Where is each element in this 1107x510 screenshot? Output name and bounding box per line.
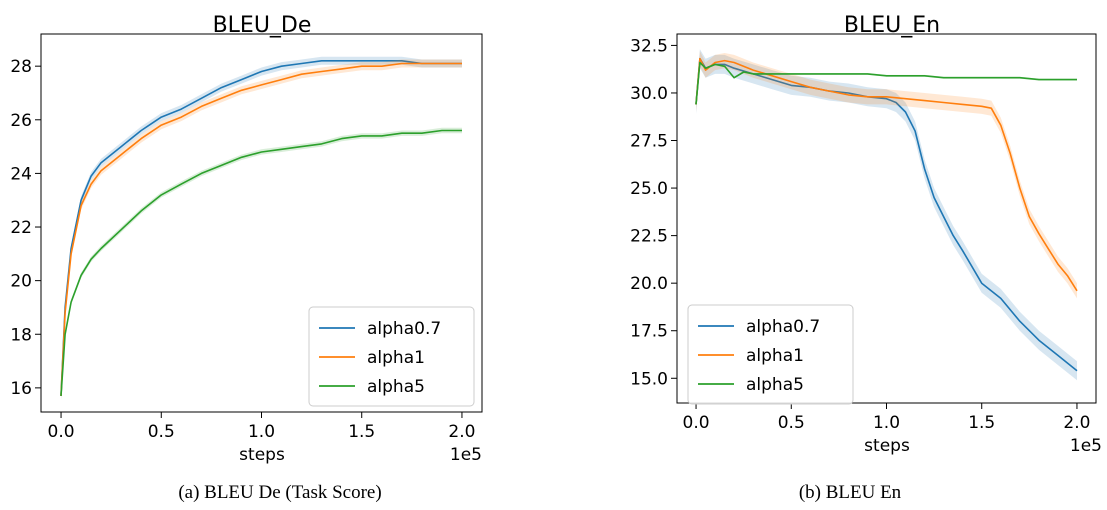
x-tick-label: 1.0 <box>873 413 900 433</box>
y-tick-label: 28 <box>10 57 32 77</box>
x-tick-label: 0.5 <box>148 422 175 442</box>
series-line-alpha5 <box>695 61 1077 105</box>
x-axis-offset-label: 1e5 <box>450 445 482 465</box>
legend-label: alpha5 <box>746 375 804 395</box>
y-tick-label: 18 <box>10 325 32 345</box>
x-tick-label: 0.0 <box>48 422 75 442</box>
y-tick-label: 20.0 <box>630 274 668 294</box>
y-axis: 16 18 20 22 24 26 28 <box>10 57 41 399</box>
y-tick-label: 15.0 <box>630 369 668 389</box>
x-axis: 0.0 0.5 1.0 1.5 2.0 <box>48 412 475 442</box>
y-tick-label: 24 <box>10 164 32 184</box>
x-tick-label: 2.0 <box>448 422 475 442</box>
plot-area <box>60 56 462 400</box>
series-line-alpha0.7 <box>60 59 462 396</box>
x-axis-label: steps <box>864 436 910 456</box>
y-tick-label: 22 <box>10 218 32 238</box>
legend: alpha0.7 alpha1 alpha5 <box>687 304 854 405</box>
y-tick-label: 22.5 <box>630 227 668 247</box>
legend-label: alpha1 <box>367 348 425 368</box>
series-line-alpha0.7 <box>695 57 1078 372</box>
y-tick-label: 30.0 <box>630 84 668 104</box>
x-tick-label: 0.5 <box>778 413 805 433</box>
series-band-alpha1 <box>696 51 1077 299</box>
legend-label: alpha0.7 <box>367 319 441 339</box>
legend-box <box>308 306 475 407</box>
chart-panel-bleu-en: BLEU_En 0.0 0.5 1.0 1.5 2.0 15.017.520.022.5… <box>630 13 1102 456</box>
legend-box <box>687 304 854 405</box>
y-tick-label: 17.5 <box>630 322 668 342</box>
legend: alpha0.7 alpha1 alpha5 <box>308 306 475 407</box>
x-tick-label: 1.5 <box>348 422 375 442</box>
x-axis-offset-label: 1e5 <box>1070 436 1102 456</box>
caption-a: (a) BLEU De (Task Score) <box>178 482 382 503</box>
x-tick-label: 0.0 <box>683 413 710 433</box>
caption-b: (b) BLEU En <box>798 482 902 503</box>
legend-label: alpha1 <box>746 346 804 366</box>
legend-label: alpha0.7 <box>746 317 820 337</box>
y-tick-label: 27.5 <box>630 132 668 152</box>
x-axis-label: steps <box>239 445 285 465</box>
series-band-alpha0.7 <box>696 49 1077 381</box>
series-line-alpha5 <box>60 129 462 396</box>
x-tick-label: 1.5 <box>968 413 995 433</box>
y-tick-label: 16 <box>10 379 32 399</box>
series-line-alpha1 <box>60 62 462 396</box>
series-line-alpha1 <box>695 57 1078 292</box>
plot-area <box>695 49 1078 381</box>
y-tick-label: 25.0 <box>630 179 668 199</box>
legend-label: alpha5 <box>367 377 425 397</box>
y-tick-label: 32.5 <box>630 36 668 56</box>
x-axis: 0.0 0.5 1.0 1.5 2.0 <box>683 403 1090 433</box>
y-tick-label: 26 <box>10 111 32 131</box>
x-tick-label: 2.0 <box>1063 413 1090 433</box>
x-tick-label: 1.0 <box>248 422 275 442</box>
y-tick-label: 20 <box>10 272 32 292</box>
y-axis: 15.0 17.5 20.0 22.5 25.0 27.5 30.0 32.5 <box>630 36 677 389</box>
